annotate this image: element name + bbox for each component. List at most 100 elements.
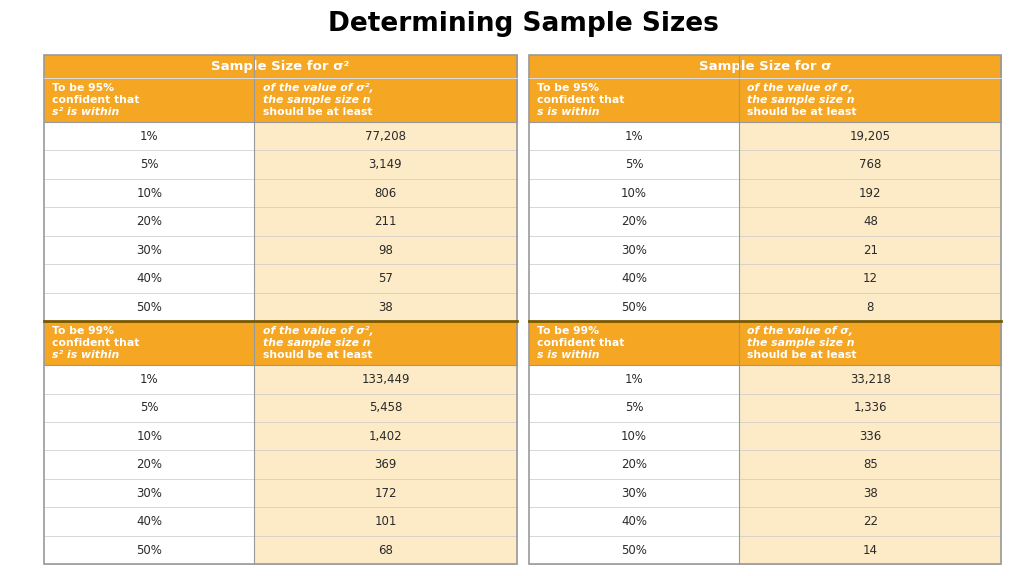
Text: of the value of σ²,: of the value of σ²,: [262, 326, 373, 336]
Text: 20%: 20%: [136, 458, 162, 471]
Bar: [254, 150, 516, 179]
Text: s² is within: s² is within: [52, 350, 120, 361]
Text: should be at least: should be at least: [748, 350, 857, 361]
Text: 20%: 20%: [136, 215, 162, 228]
Text: 20%: 20%: [621, 458, 647, 471]
Text: 50%: 50%: [622, 301, 647, 314]
Text: 101: 101: [375, 516, 396, 528]
Text: To be 95%: To be 95%: [52, 83, 115, 93]
Text: 30%: 30%: [136, 487, 162, 500]
Bar: [44, 55, 1001, 564]
Bar: [44, 293, 254, 321]
Bar: [739, 150, 1001, 179]
Text: Determining Sample Sizes: Determining Sample Sizes: [329, 11, 719, 37]
Text: 1%: 1%: [625, 373, 643, 386]
Text: 3,149: 3,149: [369, 158, 402, 171]
Text: 1%: 1%: [625, 130, 643, 143]
Bar: [254, 479, 516, 507]
Text: s is within: s is within: [537, 350, 600, 361]
Text: 22: 22: [863, 516, 878, 528]
Text: 30%: 30%: [622, 487, 647, 500]
Text: 21: 21: [863, 244, 878, 257]
Bar: [528, 422, 739, 450]
Text: 14: 14: [863, 544, 878, 557]
Bar: [254, 507, 516, 536]
Bar: [739, 479, 1001, 507]
Text: 68: 68: [378, 544, 393, 557]
Text: confident that: confident that: [52, 95, 139, 105]
Text: 5,458: 5,458: [369, 401, 402, 414]
Text: 50%: 50%: [622, 544, 647, 557]
Bar: [44, 236, 254, 264]
Text: 57: 57: [378, 272, 393, 285]
Text: s² is within: s² is within: [52, 108, 120, 118]
Text: s is within: s is within: [537, 108, 600, 118]
Text: 1%: 1%: [140, 130, 159, 143]
Bar: [44, 365, 254, 393]
Bar: [254, 365, 516, 393]
Bar: [739, 179, 1001, 207]
Text: the sample size n: the sample size n: [262, 95, 370, 105]
Bar: [44, 321, 254, 365]
Text: Sample Size for σ: Sample Size for σ: [699, 60, 831, 73]
Text: 336: 336: [859, 430, 882, 443]
Bar: [44, 479, 254, 507]
Text: 5%: 5%: [625, 158, 643, 171]
Text: 211: 211: [374, 215, 396, 228]
Bar: [739, 393, 1001, 422]
Bar: [739, 78, 1001, 122]
Text: should be at least: should be at least: [262, 108, 372, 118]
Bar: [528, 55, 1001, 564]
Text: 768: 768: [859, 158, 882, 171]
Text: 1,336: 1,336: [854, 401, 887, 414]
Bar: [44, 55, 516, 564]
Bar: [739, 450, 1001, 479]
Bar: [254, 78, 516, 122]
Bar: [254, 122, 516, 150]
Text: 369: 369: [375, 458, 396, 471]
Text: 48: 48: [863, 215, 878, 228]
Bar: [254, 422, 516, 450]
Bar: [739, 122, 1001, 150]
Text: the sample size n: the sample size n: [262, 338, 370, 348]
Text: 172: 172: [374, 487, 396, 500]
Text: 8: 8: [866, 301, 874, 314]
Text: 5%: 5%: [625, 401, 643, 414]
Text: the sample size n: the sample size n: [748, 95, 855, 105]
Text: 1%: 1%: [140, 373, 159, 386]
Bar: [528, 321, 739, 365]
Bar: [528, 179, 739, 207]
Bar: [528, 236, 739, 264]
Text: of the value of σ²,: of the value of σ²,: [262, 83, 373, 93]
Text: 10%: 10%: [621, 430, 647, 443]
Bar: [528, 150, 739, 179]
Text: 40%: 40%: [136, 272, 162, 285]
Bar: [44, 55, 516, 78]
Bar: [44, 207, 254, 236]
Text: 133,449: 133,449: [361, 373, 410, 386]
Bar: [739, 236, 1001, 264]
Text: 10%: 10%: [621, 187, 647, 200]
Bar: [254, 321, 516, 365]
Text: To be 95%: To be 95%: [537, 83, 599, 93]
Bar: [44, 507, 254, 536]
Text: 192: 192: [859, 187, 882, 200]
Bar: [254, 179, 516, 207]
Text: 77,208: 77,208: [365, 130, 406, 143]
Bar: [739, 264, 1001, 293]
Text: 50%: 50%: [136, 544, 162, 557]
Bar: [44, 422, 254, 450]
Bar: [44, 179, 254, 207]
Text: Sample Size for σ²: Sample Size for σ²: [211, 60, 349, 73]
Bar: [528, 264, 739, 293]
Text: should be at least: should be at least: [748, 108, 857, 118]
Text: 1,402: 1,402: [369, 430, 402, 443]
Bar: [44, 122, 254, 150]
Text: 40%: 40%: [621, 272, 647, 285]
Text: 806: 806: [375, 187, 396, 200]
Text: 33,218: 33,218: [850, 373, 891, 386]
Bar: [44, 536, 254, 564]
Bar: [44, 150, 254, 179]
Bar: [528, 365, 739, 393]
Text: 20%: 20%: [621, 215, 647, 228]
